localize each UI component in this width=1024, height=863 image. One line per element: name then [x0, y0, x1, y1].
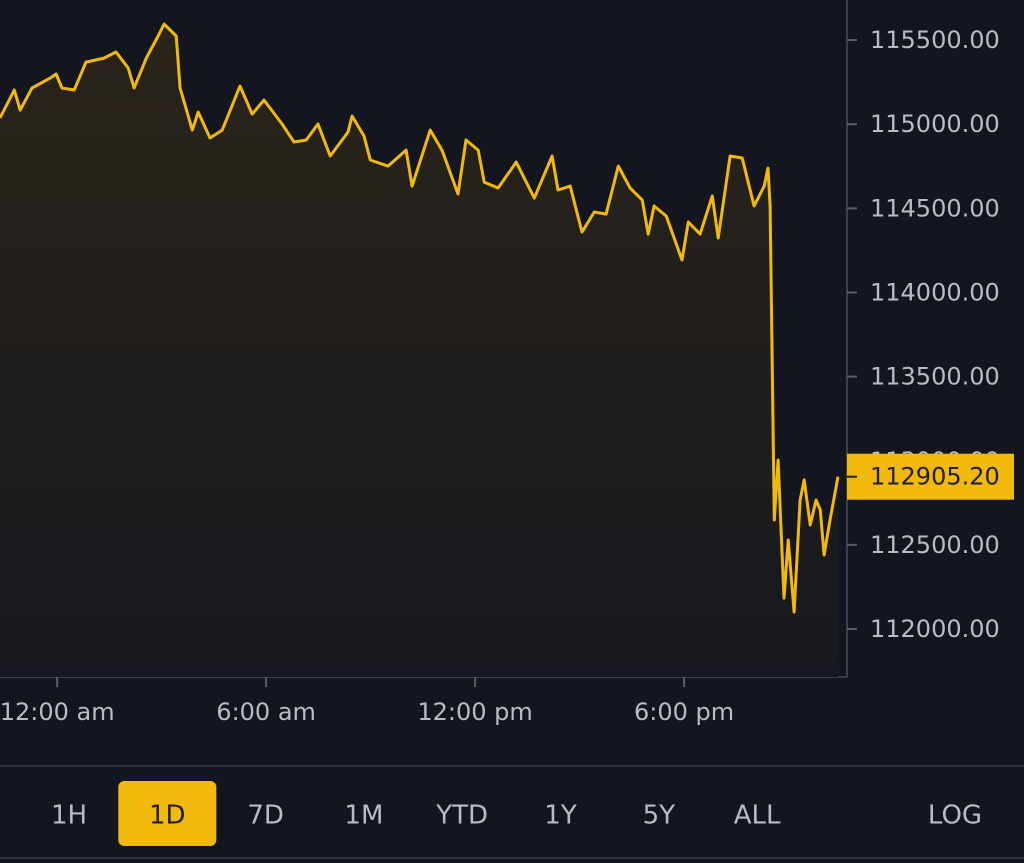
- x-tick-label: 6:00 pm: [634, 698, 734, 726]
- range-button[interactable]: 7D: [247, 801, 284, 831]
- y-tick-label: 113500.00: [870, 363, 1000, 391]
- y-tick-label: 114000.00: [870, 278, 1000, 306]
- range-button[interactable]: 1Y: [544, 801, 577, 831]
- y-tick-label: 112500.00: [870, 531, 1000, 559]
- y-tick-label: 115500.00: [870, 26, 1000, 54]
- x-tick-label: 6:00 am: [216, 698, 316, 726]
- y-tick-label: 114500.00: [870, 194, 1000, 222]
- log-button[interactable]: LOG: [928, 801, 982, 831]
- range-button[interactable]: 1D: [149, 801, 186, 831]
- y-tick-label: 115000.00: [870, 110, 1000, 138]
- range-button[interactable]: 5Y: [643, 801, 676, 831]
- x-tick-label: 12:00 am: [0, 698, 115, 726]
- y-tick-label: 112000.00: [870, 615, 1000, 643]
- current-price-box: [847, 453, 1014, 500]
- price-line: [0, 22, 840, 614]
- range-button[interactable]: 1H: [51, 801, 87, 831]
- range-button[interactable]: ALL: [734, 801, 781, 831]
- range-button[interactable]: YTD: [435, 801, 488, 831]
- range-button-selected[interactable]: [118, 781, 217, 846]
- x-tick-label: 12:00 pm: [417, 698, 532, 726]
- range-button[interactable]: 1M: [344, 801, 383, 831]
- current-price-label: 112905.20: [870, 463, 1000, 491]
